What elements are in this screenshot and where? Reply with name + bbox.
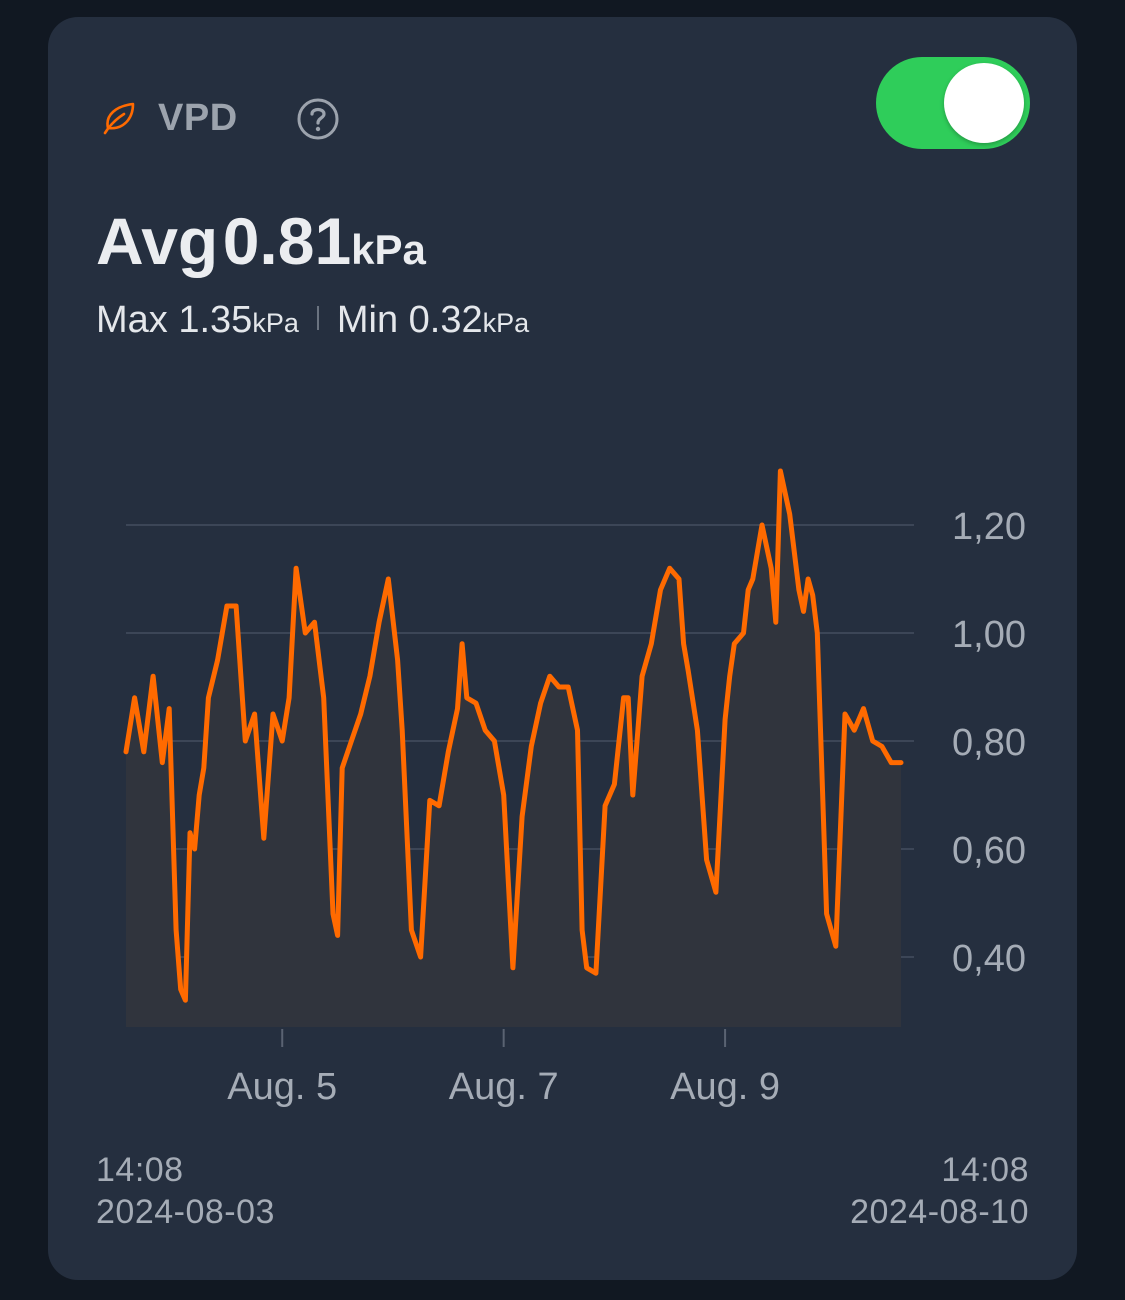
min-label: Min [336, 299, 399, 341]
avg-label: Avg [96, 204, 219, 278]
y-tick-label: 1,00 [952, 614, 1026, 656]
y-tick-label: 0,60 [952, 830, 1026, 872]
min-unit: kPa [482, 308, 530, 338]
x-tick-label: Aug. 7 [449, 1066, 559, 1108]
toggle-knob [944, 63, 1024, 143]
divider [316, 306, 319, 330]
y-tick-label: 0,40 [952, 938, 1026, 980]
max-label: Max [96, 299, 168, 341]
vpd-card: VPD Avg 0.81kPa Max 1.35kPa Min 0.32kPa 0… [48, 17, 1077, 1280]
avg-unit: kPa [351, 226, 426, 273]
series-line [123, 468, 904, 1003]
vpd-toggle[interactable] [876, 57, 1030, 149]
range-start: 14:08 2024-08-03 [96, 1149, 275, 1233]
vpd-chart[interactable]: 0,40 0,60 0,80 1,00 1,20 Aug. 5 Aug. 7 Aug. 9 [48, 417, 1077, 1137]
y-tick-label: 1,20 [952, 506, 1026, 548]
card-header: VPD [100, 89, 1030, 151]
range-end: 14:08 2024-08-10 [850, 1149, 1029, 1233]
max-value: 1.35 [178, 299, 253, 341]
range-start-date: 2024-08-03 [96, 1193, 275, 1231]
series-area [126, 471, 901, 1027]
range-end-time: 14:08 [941, 1151, 1029, 1189]
min-max-summary: Max 1.35kPa Min 0.32kPa [96, 299, 529, 342]
range-start-time: 14:08 [96, 1151, 184, 1189]
min-value: 0.32 [408, 299, 483, 341]
leaf-icon [103, 102, 135, 135]
max-unit: kPa [252, 308, 299, 338]
metric-name: VPD [158, 97, 238, 139]
question-circle-icon[interactable] [296, 97, 340, 141]
average-value: Avg 0.81kPa [96, 203, 426, 279]
x-tick-label: Aug. 9 [670, 1066, 780, 1108]
y-tick-label: 0,80 [952, 722, 1026, 764]
avg-number: 0.81 [222, 204, 352, 278]
x-tick-label: Aug. 5 [227, 1066, 337, 1108]
range-end-date: 2024-08-10 [850, 1193, 1029, 1231]
